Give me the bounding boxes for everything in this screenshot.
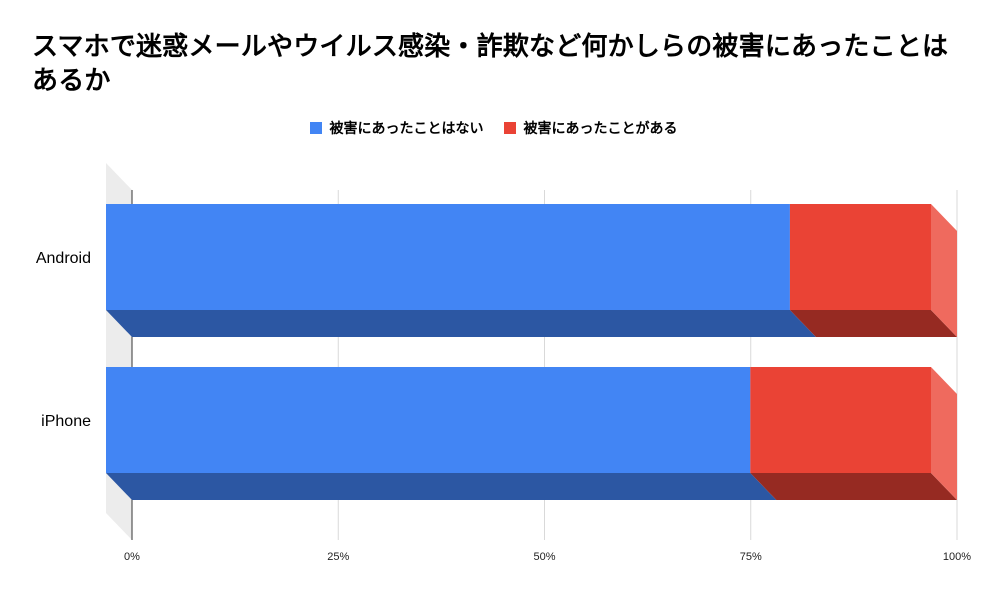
bar-segment <box>106 367 751 473</box>
legend-label-damage: 被害にあったことがある <box>523 121 678 137</box>
legend-item-no-damage: 被害にあったことはない <box>309 118 484 138</box>
bar-bottom-face <box>750 473 957 500</box>
category-label: iPhone <box>41 413 91 430</box>
legend-swatch-damage <box>503 122 516 134</box>
bar-end-face <box>931 204 957 337</box>
bar-segment <box>789 204 931 310</box>
bar-segment <box>106 204 790 310</box>
category-label: Android <box>36 250 91 267</box>
legend: 被害にあったことはない 被害にあったことがある <box>0 118 987 138</box>
x-tick-label: 0% <box>124 551 140 563</box>
bar-bottom-face <box>106 310 816 337</box>
legend-label-no-damage: 被害にあったことはない <box>329 121 484 137</box>
bar-bottom-face <box>106 473 777 500</box>
x-tick-label: 100% <box>943 551 971 563</box>
bar-segment <box>750 367 931 473</box>
chart-title: スマホで迷惑メールやウイルス感染・詐欺など何かしらの被害にあったことはあるか <box>32 32 949 96</box>
legend-item-damage: 被害にあったことがある <box>503 118 678 138</box>
x-tick-label: 25% <box>327 551 349 563</box>
legend-swatch-no-damage <box>309 122 322 134</box>
bar-bottom-face <box>789 310 957 337</box>
bar-end-face <box>931 367 957 500</box>
x-tick-label: 50% <box>533 551 555 563</box>
x-tick-label: 75% <box>740 551 762 563</box>
